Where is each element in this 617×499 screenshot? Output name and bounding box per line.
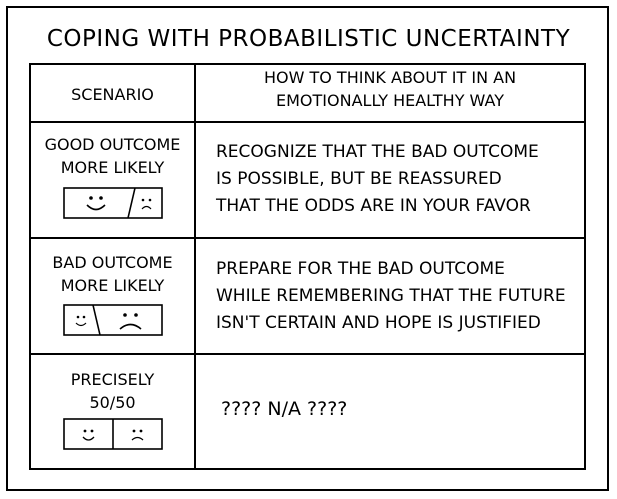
- advice-good-outcome: RECOGNIZE THAT THE BAD OUTCOME IS POSSIB…: [216, 139, 539, 220]
- small-happy-large-sad-split-icon: [63, 304, 163, 336]
- advice-line-2: IS POSSIBLE, BUT BE REASSURED: [216, 169, 502, 189]
- comic-frame: [6, 6, 609, 491]
- advice-line-1: PREPARE FOR THE BAD OUTCOME: [216, 259, 505, 279]
- advice-line-2: WHILE REMEMBERING THAT THE FUTURE: [216, 286, 566, 306]
- advice-fifty-fifty: ???? N/A ????: [221, 398, 348, 420]
- advice-line-1: RECOGNIZE THAT THE BAD OUTCOME: [216, 142, 539, 162]
- scenario-bad-outcome: BAD OUTCOME MORE LIKELY: [31, 251, 194, 297]
- scenario-label-line-2: MORE LIKELY: [60, 276, 165, 295]
- column-divider: [194, 63, 196, 470]
- header-scenario: SCENARIO: [71, 85, 154, 104]
- header-how-line-2: EMOTIONALLY HEALTHY WAY: [276, 91, 504, 110]
- row-divider-1: [29, 237, 586, 239]
- scenario-good-outcome: GOOD OUTCOME MORE LIKELY: [31, 133, 194, 179]
- happy-sad-split-icon: [63, 187, 163, 219]
- scenario-label-line-1: PRECISELY: [70, 370, 155, 389]
- header-how-to-think: HOW TO THINK ABOUT IT IN AN EMOTIONALLY …: [196, 66, 584, 112]
- scenario-label-line-2: MORE LIKELY: [60, 158, 165, 177]
- equal-happy-sad-split-icon: [63, 418, 163, 450]
- comic-title: COPING WITH PROBABILISTIC UNCERTAINTY: [46, 26, 571, 52]
- row-divider-2: [29, 353, 586, 355]
- scenario-label-line-1: GOOD OUTCOME: [44, 135, 181, 154]
- row-divider-header: [29, 121, 586, 123]
- scenario-fifty-fifty: PRECISELY 50/50: [31, 368, 194, 414]
- header-how-line-1: HOW TO THINK ABOUT IT IN AN: [263, 68, 517, 87]
- advice-line-3: ISN'T CERTAIN AND HOPE IS JUSTIFIED: [216, 313, 541, 333]
- uncertainty-table: [29, 63, 586, 470]
- advice-bad-outcome: PREPARE FOR THE BAD OUTCOME WHILE REMEMB…: [216, 256, 566, 337]
- advice-line-3: THAT THE ODDS ARE IN YOUR FAVOR: [216, 196, 531, 216]
- scenario-label-line-1: BAD OUTCOME: [52, 253, 173, 272]
- scenario-label-line-2: 50/50: [89, 393, 136, 412]
